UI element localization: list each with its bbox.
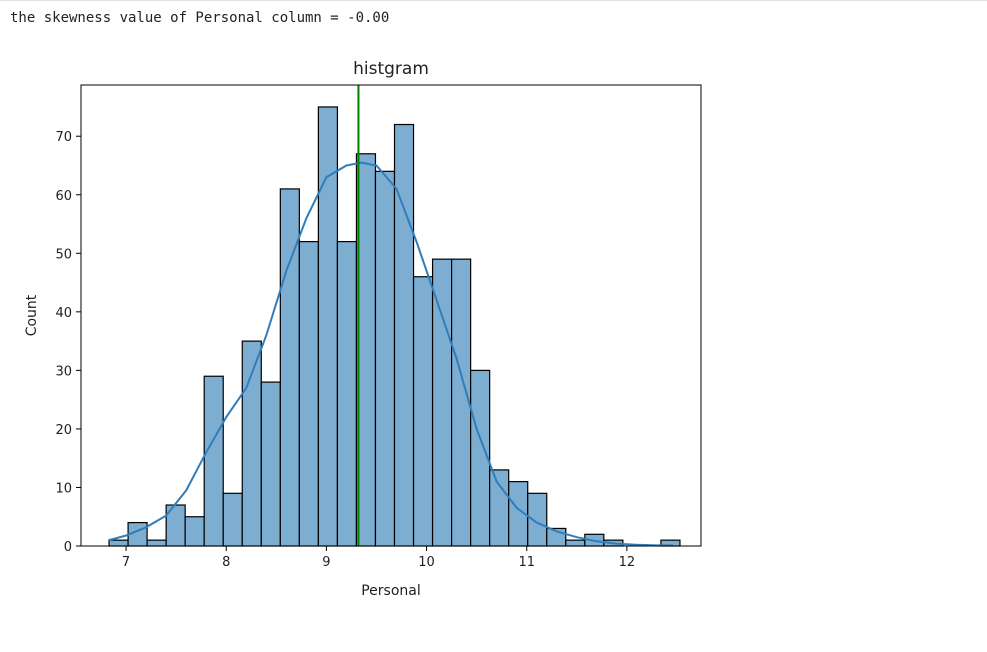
x-tick-label: 7: [122, 555, 130, 570]
y-tick-label: 10: [55, 481, 72, 496]
y-axis-label: Count: [24, 294, 40, 336]
histogram-bar: [412, 276, 434, 547]
chart-title: histgram: [353, 59, 429, 79]
histogram-bar: [393, 123, 415, 547]
y-tick-label: 50: [55, 247, 72, 262]
x-tick-label: 11: [518, 555, 535, 570]
kde-curve: [108, 161, 673, 547]
histogram-bar: [450, 258, 472, 547]
x-tick-label: 8: [222, 555, 230, 570]
histogram-bar: [146, 539, 167, 547]
histogram-bar: [184, 516, 205, 547]
histogram-bar: [489, 469, 510, 547]
x-tick-label: 12: [619, 555, 636, 570]
y-tick-label: 40: [55, 306, 72, 321]
skewness-output-text: the skewness value of Personal column = …: [10, 10, 390, 26]
y-tick-label: 70: [55, 130, 72, 145]
histogram-bar: [374, 170, 396, 547]
plot-frame: [80, 84, 702, 547]
cell-top-border: [0, 0, 987, 1]
x-axis-label: Personal: [361, 583, 421, 599]
y-tick-label: 60: [55, 189, 72, 204]
histogram-bar: [336, 240, 358, 547]
histogram-bar: [431, 258, 453, 547]
y-tick-label: 20: [55, 423, 72, 438]
y-axis-ticks: 0 10 20 30 40 50 60 70: [55, 130, 81, 555]
histogram-bar: [298, 240, 319, 547]
histogram-bar: [260, 381, 281, 547]
x-tick-label: 10: [418, 555, 435, 570]
histogram-bars: [108, 106, 681, 547]
x-tick-label: 9: [322, 555, 330, 570]
histogram-bar: [222, 492, 243, 547]
histogram-bar: [203, 375, 224, 547]
histogram-bar: [108, 539, 129, 547]
histogram-bar: [527, 492, 548, 547]
x-axis-ticks: 7 8 9 10 11 12: [122, 546, 635, 570]
y-tick-label: 30: [55, 364, 72, 379]
histogram-bar: [565, 539, 586, 547]
y-tick-label: 0: [64, 540, 72, 555]
